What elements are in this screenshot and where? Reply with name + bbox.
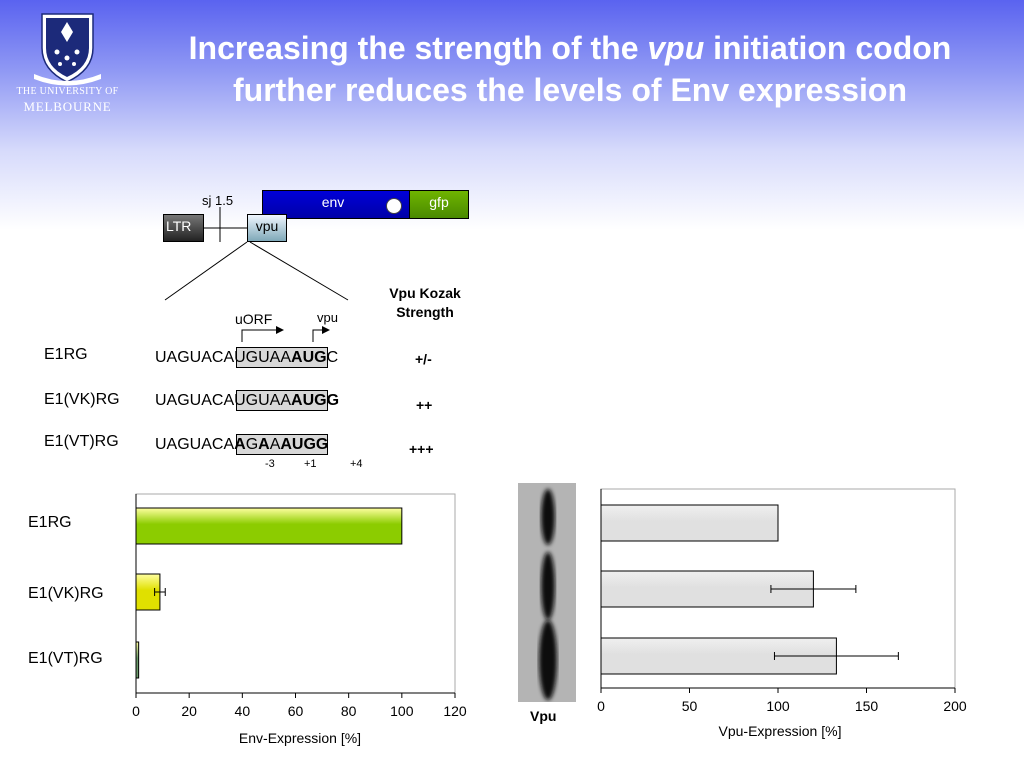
chart1-x-axis-title: Env-Expression [%] bbox=[238, 730, 362, 746]
chart1-category-label: E1(VK)RG bbox=[28, 585, 104, 602]
chart1-bar bbox=[135, 507, 403, 545]
seq-plain: UAGUACA bbox=[155, 436, 235, 453]
chart2-x-tick-label: 200 bbox=[943, 698, 967, 714]
logo-text-line1: THE UNIVERSITY OF bbox=[16, 86, 119, 97]
seq-plain: G bbox=[245, 436, 259, 453]
seq-bold: A bbox=[234, 436, 246, 453]
env-label: env bbox=[321, 194, 345, 210]
vpu-gene-box: vpu bbox=[247, 214, 287, 242]
seq-plain: UAGUACAUGUAA bbox=[155, 349, 292, 366]
title-line2: further reduces the levels of Env expres… bbox=[232, 72, 907, 108]
chart2-x-tick-label: 0 bbox=[597, 698, 605, 714]
vpu-gene-label: vpu bbox=[255, 218, 279, 234]
seq-row-sequence: UAGUACAUGUAAAUGC bbox=[155, 349, 338, 367]
sequence-highlight-box bbox=[236, 434, 328, 455]
kozak-strength-header: Vpu Kozak Strength bbox=[370, 284, 480, 322]
splice-junction-label: sj 1.5 bbox=[202, 193, 234, 208]
seq-tail: C bbox=[326, 349, 339, 366]
gfp-gene-box: gfp bbox=[409, 190, 469, 219]
university-logo: THE UNIVERSITY OF MELBOURNE bbox=[10, 8, 125, 114]
position-label: +4 bbox=[350, 458, 363, 470]
ltr-box: LTR bbox=[163, 214, 204, 242]
chart1-bar bbox=[135, 641, 140, 679]
vpu-start-label: vpu bbox=[317, 310, 338, 325]
chart2-x-tick-label: 150 bbox=[854, 698, 879, 714]
kozak-strength-value: +/- bbox=[415, 351, 432, 367]
blot-label: Vpu bbox=[530, 708, 557, 724]
seq-plain: A bbox=[269, 436, 281, 453]
seq-bold: AUGG bbox=[291, 392, 340, 409]
chart2-x-tick-label: 50 bbox=[681, 698, 698, 714]
chart2-x-axis-title: Vpu-Expression [%] bbox=[718, 723, 842, 739]
vpu-arrow bbox=[312, 329, 322, 342]
university-crest-icon bbox=[34, 13, 101, 86]
uorf-label: uORF bbox=[235, 311, 273, 327]
seq-bold: A bbox=[258, 436, 270, 453]
slide-title: Increasing the strength of the vpu initi… bbox=[120, 27, 1020, 111]
chart1-category-label: E1(VT)RG bbox=[28, 650, 103, 667]
chart1-x-tick-label: 60 bbox=[287, 703, 304, 719]
chart1-x-tick-label: 80 bbox=[340, 703, 357, 719]
vpu-arrowhead bbox=[322, 326, 330, 334]
seq-plain: UAGUACAUGUAA bbox=[155, 392, 292, 409]
position-label: -3 bbox=[265, 458, 275, 470]
kozak-strength-value: ++ bbox=[416, 397, 433, 413]
chart1-x-tick-label: 0 bbox=[132, 703, 140, 719]
blot-band bbox=[541, 489, 555, 545]
sequence-highlight-box bbox=[236, 390, 328, 411]
blot-band bbox=[539, 620, 557, 700]
uorf-arrow bbox=[241, 329, 276, 342]
title-part1: Increasing the strength of the bbox=[188, 30, 648, 66]
seq-bold: AUGG bbox=[280, 436, 329, 453]
western-blot-image bbox=[518, 483, 576, 702]
kozak-header-line2: Strength bbox=[396, 304, 454, 320]
seq-row-name: E1RG bbox=[44, 346, 88, 363]
uorf-arrowhead bbox=[276, 326, 284, 334]
logo-text-line2: MELBOURNE bbox=[23, 99, 112, 114]
position-label: +1 bbox=[304, 458, 317, 470]
title-italic: vpu bbox=[647, 30, 705, 66]
seq-row-name: E1(VT)RG bbox=[44, 433, 119, 450]
kozak-strength-value: +++ bbox=[409, 441, 434, 457]
zoom-line-right bbox=[249, 241, 349, 301]
chart2-bar bbox=[600, 504, 779, 542]
env-marker-dot bbox=[386, 198, 402, 214]
chart1-category-label: E1RG bbox=[28, 514, 72, 531]
zoom-line-left bbox=[164, 241, 248, 301]
kozak-header-line1: Vpu Kozak bbox=[389, 285, 461, 301]
chart1-x-tick-label: 100 bbox=[390, 703, 414, 719]
chart1-x-tick-label: 120 bbox=[443, 703, 467, 719]
title-part2: initiation codon bbox=[704, 30, 952, 66]
gfp-label: gfp bbox=[429, 194, 449, 210]
blot-bands bbox=[539, 489, 557, 700]
seq-row-sequence: UAGUACAUGUAAAUGG bbox=[155, 392, 339, 410]
seq-row-name: E1(VK)RG bbox=[44, 391, 120, 408]
chart2-x-tick-label: 100 bbox=[766, 698, 790, 714]
chart1-x-tick-label: 20 bbox=[181, 703, 197, 719]
seq-row-sequence: UAGUACAAGAAAUGG bbox=[155, 436, 328, 454]
ltr-label: LTR bbox=[166, 218, 192, 234]
sequence-highlight-box bbox=[236, 347, 328, 368]
seq-bold: AUG bbox=[291, 349, 327, 366]
blot-band bbox=[541, 552, 555, 620]
chart1-x-tick-label: 40 bbox=[234, 703, 251, 719]
